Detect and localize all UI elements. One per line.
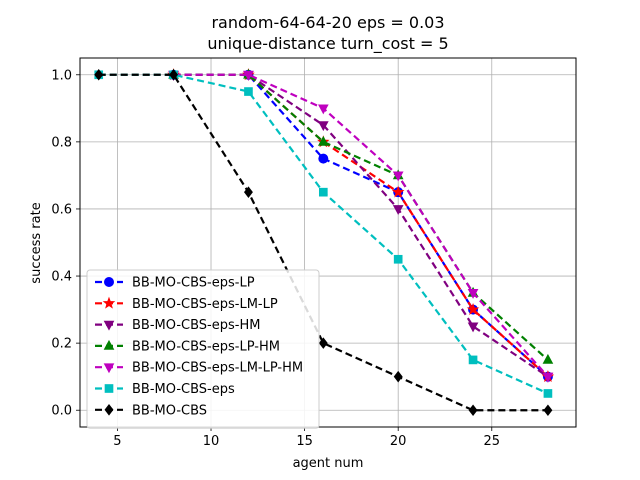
legend-item: BB-MO-CBS-eps-HM bbox=[95, 318, 260, 333]
data-point bbox=[542, 353, 554, 364]
data-point bbox=[468, 355, 478, 365]
x-axis-label: agent num bbox=[293, 456, 364, 471]
data-point bbox=[466, 302, 480, 315]
x-tick-label: 25 bbox=[484, 434, 501, 449]
y-tick-label: 0.6 bbox=[51, 202, 72, 217]
data-point bbox=[391, 185, 405, 198]
data-point bbox=[468, 404, 478, 416]
legend-item: BB-MO-CBS-eps-LM-LP bbox=[95, 296, 278, 312]
data-point bbox=[543, 404, 553, 416]
legend-marker bbox=[103, 320, 115, 331]
data-point bbox=[393, 254, 403, 264]
data-point bbox=[318, 187, 328, 197]
data-point bbox=[317, 104, 329, 115]
plot-frame bbox=[79, 57, 577, 428]
data-point bbox=[543, 389, 553, 398]
legend-item: BB-MO-CBS-eps-LM-LP-HM bbox=[95, 361, 303, 376]
legend-label: BB-MO-CBS-eps-LP-HM bbox=[132, 339, 280, 354]
y-tick-label: 0.4 bbox=[51, 270, 72, 285]
legend-item: BB-MO-CBS-eps-LP bbox=[95, 276, 255, 291]
y-tick-label: 1.0 bbox=[51, 68, 72, 83]
data-point bbox=[467, 288, 479, 299]
legend-marker bbox=[102, 296, 116, 309]
y-tick-label: 0.2 bbox=[51, 337, 72, 352]
chart-title-line2: unique-distance turn_cost = 5 bbox=[207, 34, 448, 54]
legend-item: BB-MO-CBS-eps-LP-HM bbox=[95, 339, 280, 354]
data-point bbox=[317, 135, 329, 146]
data-point bbox=[318, 337, 328, 349]
data-point bbox=[94, 69, 104, 81]
legend-marker bbox=[104, 404, 114, 416]
data-point bbox=[392, 171, 404, 182]
x-tick-label: 5 bbox=[113, 434, 121, 449]
x-tick-label: 10 bbox=[203, 434, 220, 449]
y-tick-label: 0.0 bbox=[51, 404, 72, 419]
legend-label: BB-MO-CBS bbox=[132, 403, 207, 418]
x-tick-label: 15 bbox=[296, 434, 313, 449]
series-line bbox=[173, 73, 549, 361]
series-layer bbox=[94, 68, 555, 416]
data-point bbox=[393, 370, 403, 383]
legend-marker bbox=[103, 339, 115, 350]
legend-label: BB-MO-CBS-eps bbox=[132, 382, 235, 397]
data-point bbox=[542, 372, 554, 383]
data-point bbox=[317, 121, 329, 132]
chart-title-line1: random-64-64-20 eps = 0.03 bbox=[211, 13, 444, 32]
legend-item: BB-MO-CBS bbox=[95, 403, 207, 418]
legend-label: BB-MO-CBS-eps-HM bbox=[132, 318, 260, 333]
series-line bbox=[173, 73, 549, 378]
legend-label: BB-MO-CBS-eps-LM-LP-HM bbox=[132, 361, 303, 376]
data-point bbox=[467, 322, 479, 333]
data-point bbox=[243, 70, 254, 81]
legend-label: BB-MO-CBS-eps-LP bbox=[132, 276, 255, 291]
data-point bbox=[243, 186, 253, 198]
legend: BB-MO-CBS-eps-LP BB-MO-CBS-eps-LM-LP BB-MO… bbox=[86, 269, 320, 429]
ticks: 5 10 15 20 25 0.0 0.2 0.4 0.6 0.8 1.0 bbox=[51, 68, 500, 449]
legend-box bbox=[86, 269, 320, 429]
data-point bbox=[169, 69, 179, 81]
legend-marker bbox=[103, 363, 115, 374]
legend-label: BB-MO-CBS-eps-LM-LP bbox=[132, 297, 278, 312]
y-tick-label: 0.8 bbox=[51, 135, 72, 150]
y-axis-label: success rate bbox=[29, 202, 44, 283]
legend-marker bbox=[104, 277, 114, 287]
legend-marker bbox=[104, 384, 114, 393]
x-tick-label: 20 bbox=[390, 434, 407, 449]
data-point bbox=[244, 87, 253, 96]
legend-item: BB-MO-CBS-eps bbox=[95, 382, 235, 397]
series-6 bbox=[94, 69, 553, 416]
data-point bbox=[318, 153, 329, 164]
data-point bbox=[392, 205, 404, 215]
